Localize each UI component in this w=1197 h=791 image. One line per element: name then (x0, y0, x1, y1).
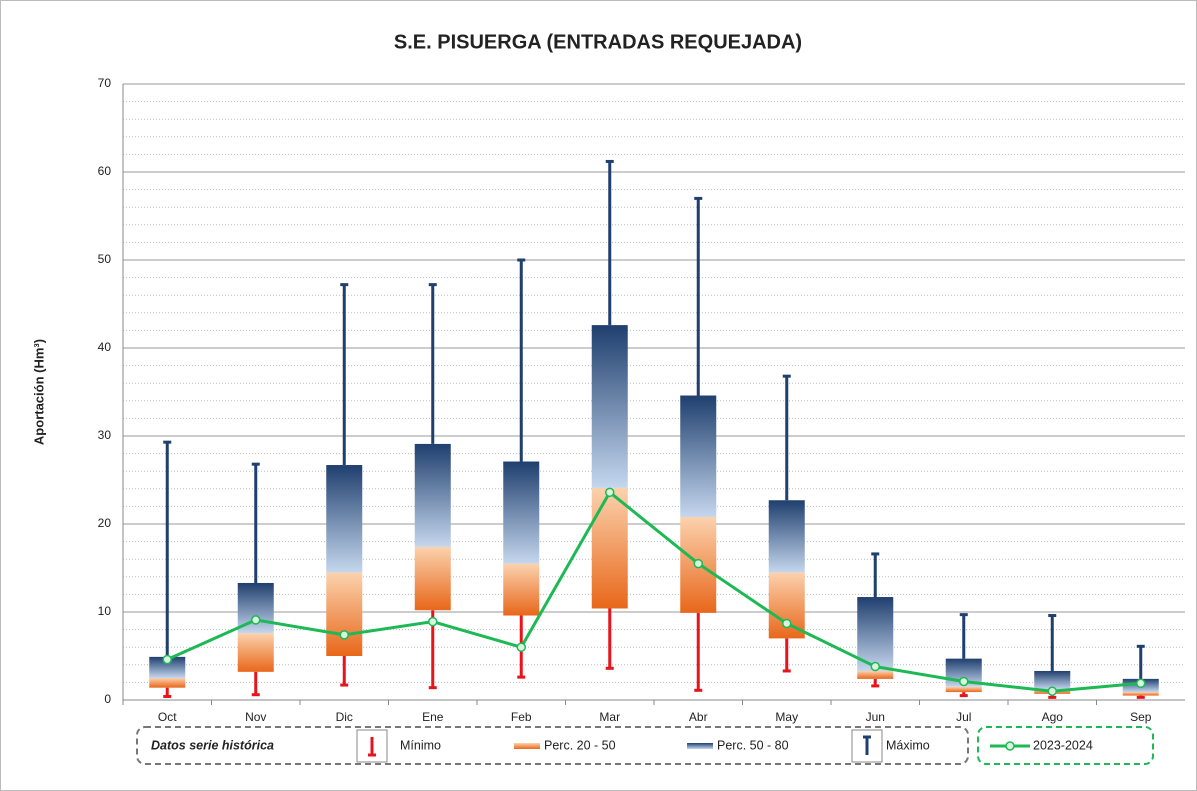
box-20-50 (414, 546, 451, 611)
point (339, 630, 349, 640)
x-tick-label: Jul (956, 710, 971, 724)
box-20-50 (591, 487, 628, 609)
box-50-80 (1034, 670, 1071, 690)
box-20-50 (945, 686, 982, 693)
box-20-50 (503, 563, 540, 616)
x-tick-label: Ago (1042, 710, 1064, 724)
point (251, 615, 261, 625)
x-tick-label: Nov (245, 710, 266, 724)
box-20-50 (237, 633, 274, 672)
box-50-80 (768, 500, 805, 573)
legend-point (1005, 741, 1015, 751)
point (162, 654, 172, 665)
y-tick-label: 70 (98, 76, 112, 90)
legend-label: Perc. 50 - 80 (717, 738, 789, 752)
box-50-80 (326, 465, 363, 573)
chart-title: S.E. PISUERGA (ENTRADAS REQUEJADA) (394, 31, 802, 53)
legend-label: Mínimo (400, 738, 441, 752)
y-tick-label: 30 (98, 428, 112, 442)
x-tick-label: Jun (866, 710, 885, 724)
legend-icon-frame (851, 729, 883, 763)
x-tick-label: Ene (422, 710, 444, 724)
legend-label: Máximo (886, 738, 930, 752)
legend-swatch (687, 743, 713, 749)
y-tick-label: 20 (98, 516, 112, 530)
legend-box (977, 726, 1154, 765)
y-tick-label: 40 (98, 340, 112, 354)
y-tick-label: 0 (104, 692, 111, 706)
x-tick-label: Abr (689, 710, 708, 724)
line-2023-2024 (166, 490, 1141, 693)
x-tick-label: May (775, 710, 798, 724)
box-50-80 (680, 395, 717, 517)
box-50-80 (414, 443, 451, 547)
y-tick-label: 60 (98, 164, 112, 178)
x-tick-label: Dic (336, 710, 353, 724)
y-axis-label: Aportación (Hm³) (31, 339, 46, 445)
legend-label: 2023-2024 (1033, 738, 1093, 752)
box-20-50 (1122, 692, 1159, 696)
point (605, 487, 615, 498)
point (870, 661, 880, 672)
box-20-50 (857, 670, 894, 679)
point (1136, 678, 1146, 689)
point (959, 676, 969, 687)
point (782, 618, 792, 629)
box-50-80 (503, 461, 540, 564)
x-tick-label: Oct (158, 710, 177, 724)
legend-label: Perc. 20 - 50 (544, 738, 616, 752)
x-tick-label: Mar (599, 710, 620, 724)
point (428, 616, 438, 627)
x-tick-label: Sep (1130, 710, 1152, 724)
y-tick-label: 50 (98, 252, 112, 266)
x-tick-label: Feb (511, 710, 532, 724)
point (693, 558, 703, 569)
box-50-80 (857, 597, 894, 671)
legend-swatch (514, 743, 540, 749)
y-tick-label: 10 (98, 604, 112, 618)
box-20-50 (326, 572, 363, 656)
box-50-80 (149, 656, 186, 678)
box-20-50 (149, 678, 186, 688)
legend-title: Datos serie histórica (151, 738, 274, 752)
box-50-80 (591, 325, 628, 488)
point (516, 642, 526, 652)
point (1047, 686, 1057, 696)
